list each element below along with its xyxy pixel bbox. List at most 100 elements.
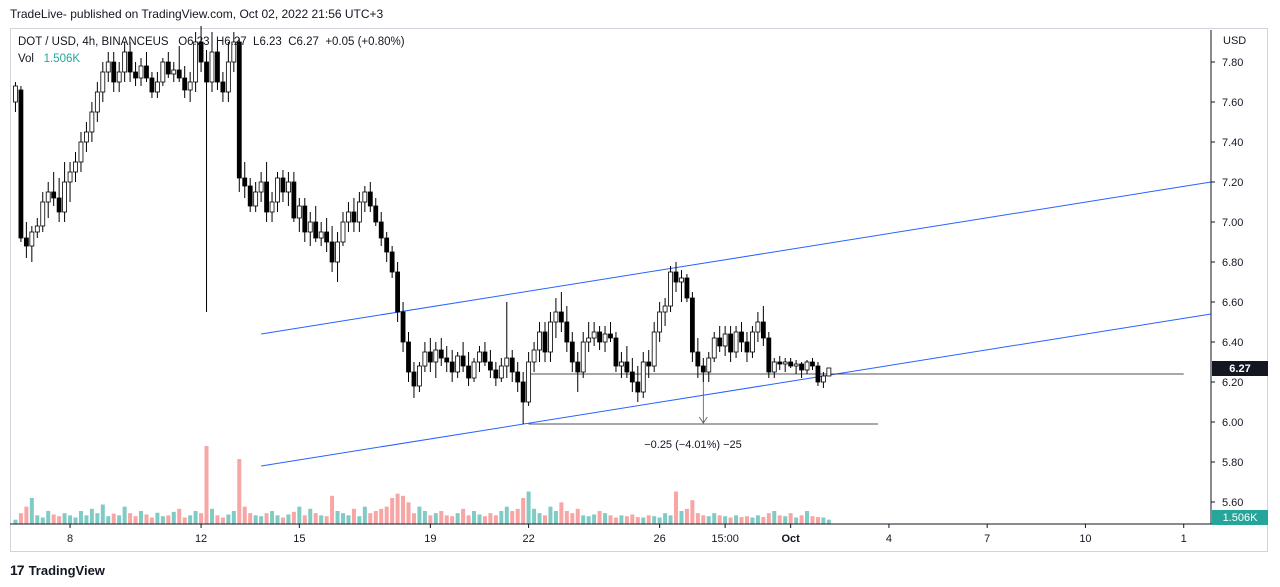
volume-bar <box>160 516 165 524</box>
volume-bar <box>799 515 804 524</box>
volume-bar <box>597 511 602 524</box>
candle-body <box>706 357 712 373</box>
legend-vol-label[interactable]: Vol <box>18 53 34 65</box>
candle-body <box>165 61 171 75</box>
volume-bar <box>805 511 810 524</box>
candle-body <box>389 251 395 273</box>
price-tick-label: 6.00 <box>1222 417 1243 429</box>
candle-body <box>286 181 291 193</box>
candle-body <box>373 205 379 223</box>
candle-body <box>684 277 690 299</box>
volume-bar <box>73 517 78 524</box>
volume-bar <box>275 515 280 524</box>
candle-body <box>198 41 204 63</box>
candle-body <box>193 41 199 83</box>
legend-volume-row: Vol 1.506K <box>18 51 405 68</box>
candle-body <box>160 61 166 83</box>
candle-body <box>84 131 89 143</box>
volume-bar <box>668 515 673 524</box>
volume-bar <box>379 508 384 524</box>
candle-body <box>247 185 253 207</box>
chart-frame[interactable] <box>10 28 1268 552</box>
candle-body <box>651 331 657 367</box>
legend-c-label: C <box>288 36 297 48</box>
price-tick-label: 7.60 <box>1222 97 1243 109</box>
candle-body <box>384 237 390 253</box>
volume-bar <box>204 446 209 524</box>
candle-body <box>739 331 744 343</box>
candle-body <box>526 361 532 403</box>
volume-bar <box>444 515 449 524</box>
volume-bar <box>646 515 651 524</box>
time-tick-label: 7 <box>984 533 990 545</box>
candle-body <box>149 77 155 93</box>
volume-bar <box>706 516 711 524</box>
last-price-badge: 6.27 <box>1229 363 1250 375</box>
volume-bar <box>433 513 438 524</box>
volume-bar <box>51 514 56 524</box>
volume-bar <box>439 511 444 524</box>
volume-bar <box>171 511 176 524</box>
time-tick-label: 12 <box>195 533 207 545</box>
footer-brand[interactable]: TradingView <box>28 562 105 578</box>
candle-body <box>657 311 663 333</box>
legend-symbol[interactable]: DOT / USD, 4h, BINANCEUS <box>18 36 169 48</box>
volume-bar <box>493 515 498 524</box>
candle-body <box>51 191 57 199</box>
volume-badge: 1.506K <box>1223 512 1259 524</box>
volume-bar <box>652 516 657 524</box>
candle-body <box>826 367 832 377</box>
time-tick-label: 10 <box>1079 533 1091 545</box>
candle-body <box>482 351 488 363</box>
time-tick-label: Oct <box>781 533 800 545</box>
legend-ohlc-row: DOT / USD, 4h, BINANCEUS O6.23 H6.27 L6.… <box>18 34 405 51</box>
volume-bar <box>521 498 526 524</box>
candle-body <box>23 237 29 247</box>
legend-o-label: O <box>178 36 188 48</box>
candle-body <box>335 241 340 263</box>
volume-bar <box>362 506 367 524</box>
volume-bar <box>515 508 520 524</box>
volume-bar <box>788 513 793 524</box>
candle-body <box>45 191 51 203</box>
volume-bar <box>674 491 679 524</box>
candle-body <box>755 321 761 333</box>
candle-body <box>346 211 351 223</box>
volume-bar <box>291 511 296 524</box>
candle-body <box>575 361 581 373</box>
volume-bar <box>728 517 733 524</box>
candle-body <box>466 365 471 379</box>
candle-body <box>378 221 384 239</box>
volume-bar <box>319 515 324 524</box>
volume-bar <box>575 508 580 524</box>
volume-bar <box>13 519 18 524</box>
candle-body <box>635 381 641 393</box>
tradingview-logo-icon[interactable]: 17 <box>10 562 25 578</box>
candle-body <box>340 221 346 243</box>
volume-bar <box>144 514 149 524</box>
volume-bar <box>526 491 531 524</box>
volume-bar <box>324 516 329 524</box>
candle-body <box>253 191 259 207</box>
candle-body <box>438 349 444 359</box>
volume-bar <box>231 511 236 524</box>
volume-bar <box>564 511 569 524</box>
candle-body <box>280 177 286 193</box>
candle-body <box>302 205 308 233</box>
volume-bar <box>177 508 182 524</box>
volume-bar <box>712 513 717 524</box>
candle-body <box>455 355 461 373</box>
volume-bar <box>401 495 406 524</box>
candle-body <box>296 205 302 219</box>
time-tick-label: 8 <box>67 533 73 545</box>
candle-body <box>433 349 439 363</box>
candle-body <box>225 61 231 93</box>
candle-body <box>717 337 723 347</box>
volume-bar <box>182 517 187 524</box>
candle-body <box>700 365 706 373</box>
measure-arrow-head <box>698 416 708 424</box>
legend-l-label: L <box>253 36 260 48</box>
volume-bar <box>18 513 23 524</box>
candle-body <box>449 361 455 373</box>
